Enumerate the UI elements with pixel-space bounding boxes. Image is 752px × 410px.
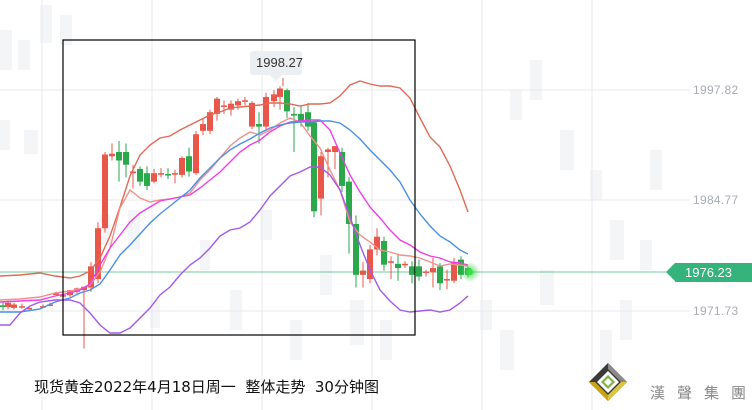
boll-lower-line xyxy=(0,166,469,334)
ma10-line xyxy=(0,119,469,303)
y-axis-label-middle: 1984.77 xyxy=(693,193,739,207)
boll-upper-line xyxy=(0,80,469,279)
ma20-line xyxy=(0,120,469,313)
high-price-tooltip: 1998.27 xyxy=(250,51,303,81)
last-price-tag: 1976.23 xyxy=(666,263,752,282)
logo-text: 漢聲集團 xyxy=(650,384,752,402)
y-axis-label-bottom: 1971.73 xyxy=(693,304,739,318)
y-axis-label-top: 1997.82 xyxy=(693,83,739,97)
candles xyxy=(0,86,471,349)
diamond-logo-icon xyxy=(589,363,627,401)
ma5-line xyxy=(0,117,469,301)
chart-caption: 现货黄金2022年4月18日周一 整体走势 30分钟图 xyxy=(34,378,379,396)
highlight-box xyxy=(62,39,416,336)
company-logo: 漢聲集團 xyxy=(588,360,752,410)
